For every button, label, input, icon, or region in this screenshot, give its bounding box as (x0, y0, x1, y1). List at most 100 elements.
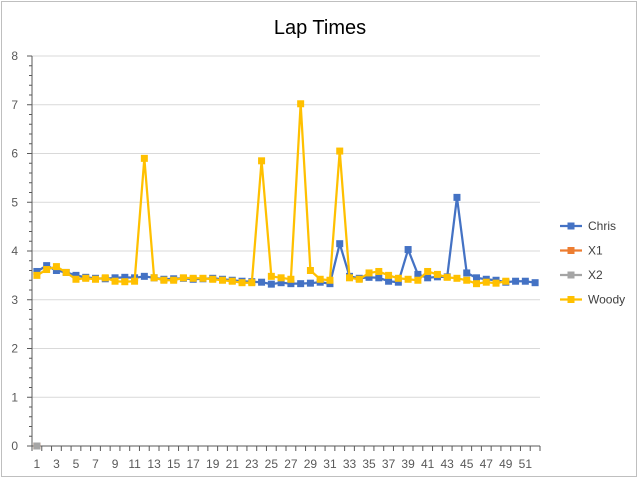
series-x2 (33, 442, 41, 450)
data-point-woody (316, 275, 324, 283)
x-tick-label: 11 (128, 457, 141, 471)
legend-swatch-marker (567, 271, 575, 279)
data-point-chris (297, 280, 305, 288)
legend-label: X1 (588, 244, 603, 258)
data-point-woody (92, 275, 99, 283)
series-chris (33, 193, 539, 288)
x-tick-label: 25 (265, 457, 279, 471)
data-point-woody (111, 277, 119, 285)
data-point-woody (267, 272, 275, 280)
x-tick-label: 45 (460, 457, 474, 471)
x-tick-label: 41 (421, 457, 435, 471)
legend: Chris X1 X2 Woody (560, 219, 625, 307)
data-point-woody (52, 263, 60, 271)
data-point-woody (277, 274, 285, 282)
y-tick-label: 3 (11, 293, 18, 307)
legend-item-woody: Woody (560, 293, 625, 307)
data-point-woody (82, 274, 90, 282)
chart-title: Lap Times (274, 17, 366, 39)
legend-swatch-marker (567, 222, 575, 230)
x-tick-label: 43 (441, 457, 455, 471)
data-point-woody (72, 275, 80, 283)
x-tick-label: 3 (53, 457, 60, 471)
series-woody (33, 100, 510, 288)
data-point-woody (453, 274, 461, 282)
gridlines (32, 55, 540, 398)
data-point-woody (121, 278, 129, 286)
data-point-chris (72, 271, 80, 279)
data-point-woody (502, 277, 510, 285)
x-tick-label: 15 (167, 457, 181, 471)
data-point-chris (287, 280, 295, 288)
data-point-woody (131, 277, 139, 285)
data-point-woody (355, 275, 363, 283)
data-point-woody (43, 266, 51, 274)
data-point-woody (209, 275, 217, 283)
data-point-woody (433, 270, 441, 278)
data-point-woody (62, 268, 70, 276)
y-tick-label: 7 (11, 98, 18, 112)
x-tick-label: 39 (401, 457, 415, 471)
data-point-woody (199, 274, 207, 282)
x-tick-label: 47 (480, 457, 494, 471)
y-tick-label: 6 (11, 147, 18, 161)
data-point-woody (170, 276, 178, 284)
data-point-chris (531, 279, 539, 287)
data-point-chris (385, 277, 393, 285)
data-point-chris (365, 273, 373, 281)
data-point-woody (228, 277, 236, 285)
data-point-chris (512, 277, 520, 285)
x-tick-label: 51 (519, 457, 533, 471)
data-point-woody (140, 154, 148, 162)
data-point-woody (473, 280, 480, 288)
data-point-chris (267, 280, 275, 288)
data-point-woody (375, 267, 383, 275)
data-point-woody (346, 274, 353, 282)
data-point-woody (150, 274, 158, 282)
legend-label: X2 (588, 268, 603, 282)
series-line-chris (36, 196, 536, 286)
data-point-woody (33, 271, 41, 279)
data-point-chris (463, 269, 471, 277)
legend-label: Chris (588, 219, 616, 233)
data-point-woody (219, 276, 226, 284)
y-tick-label: 8 (11, 49, 18, 63)
data-point-chris (414, 270, 422, 278)
data-point-woody (258, 157, 266, 165)
data-point-chris (453, 193, 461, 201)
data-point-woody (463, 276, 471, 284)
data-point-chris (52, 267, 60, 274)
x-tick-label: 17 (187, 457, 201, 471)
x-tick-label: 1 (34, 457, 41, 471)
legend-label: Woody (588, 293, 625, 307)
data-point-chris (140, 272, 148, 280)
x-tick-label: 35 (362, 457, 376, 471)
data-point-chris (258, 278, 266, 286)
data-point-chris (521, 277, 529, 285)
y-tick-label: 1 (11, 390, 18, 404)
data-point-chris (306, 279, 314, 287)
data-point-woody (101, 274, 109, 282)
series-group (33, 100, 539, 450)
data-point-chris (473, 274, 480, 282)
data-point-woody (287, 275, 295, 283)
data-point-chris (277, 279, 285, 287)
legend-item-x1: X1 (560, 244, 603, 258)
data-point-woody (365, 269, 373, 277)
data-point-woody (404, 275, 412, 283)
x-tick-label: 19 (206, 457, 220, 471)
x-tick-label: 31 (323, 457, 337, 471)
data-point-woody (492, 279, 500, 287)
legend-item-chris: Chris (560, 219, 616, 233)
data-point-x2 (33, 442, 41, 450)
data-point-woody (414, 276, 422, 284)
data-point-woody (189, 274, 197, 282)
x-tick-label: 13 (147, 457, 161, 471)
data-point-woody (248, 279, 256, 287)
data-point-woody (297, 100, 305, 108)
data-point-chris (424, 274, 432, 282)
x-tick-label: 21 (226, 457, 240, 471)
data-point-woody (238, 279, 246, 287)
